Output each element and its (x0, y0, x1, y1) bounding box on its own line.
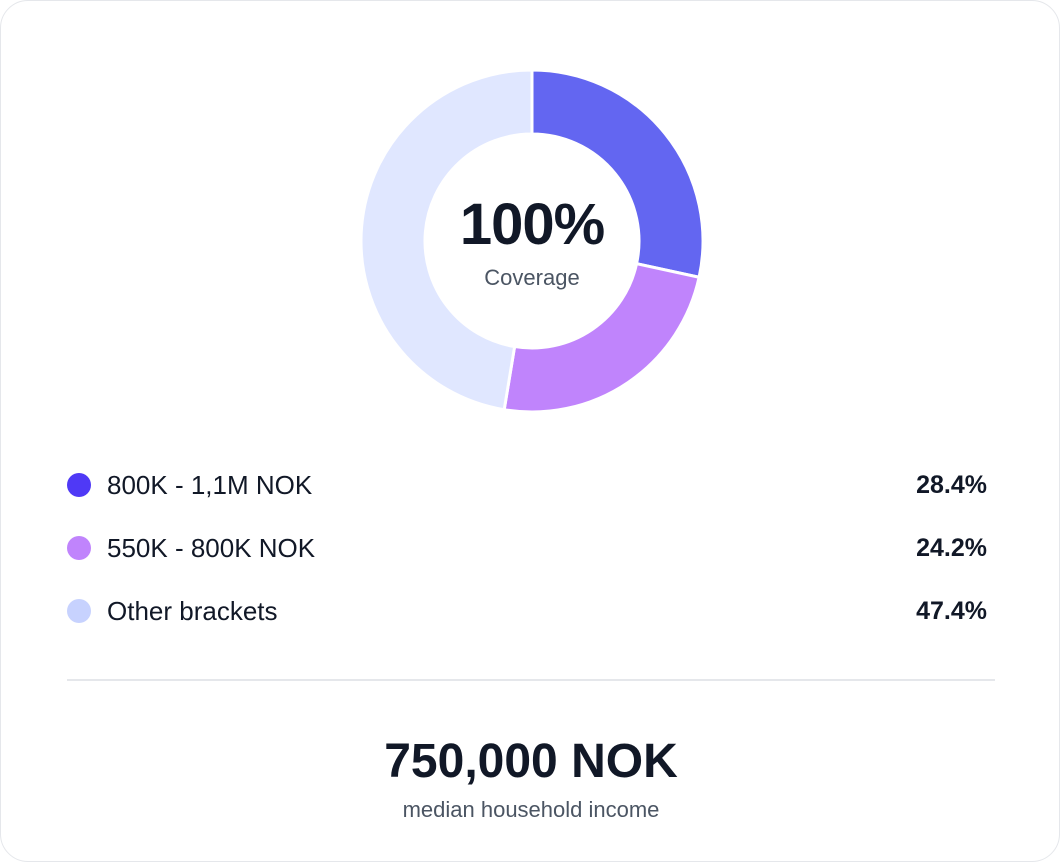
legend-label: Other brackets (107, 596, 278, 626)
coverage-label: Coverage (484, 265, 580, 290)
legend-row-550k: 550K - 800K NOK 24.2% (67, 516, 987, 579)
legend: 800K - 1,1M NOK 28.4% 550K - 800K NOK 24… (67, 453, 987, 642)
coverage-value: 100% (459, 192, 605, 257)
legend-dot-icon (67, 536, 91, 560)
median-income-value: 750,000 NOK (384, 735, 678, 788)
legend-label: 550K - 800K NOK (107, 533, 316, 563)
donut-svg (359, 68, 705, 414)
legend-dot-icon (67, 599, 91, 623)
legend-row-other: Other brackets 47.4% (67, 579, 987, 642)
legend-row-800k: 800K - 1,1M NOK 28.4% (67, 453, 987, 516)
legend-value: 47.4% (916, 597, 987, 625)
legend-dot-icon (67, 473, 91, 497)
donut-slice-2 (359, 68, 534, 412)
legend-label: 800K - 1,1M NOK (107, 470, 313, 500)
legend-value: 24.2% (916, 534, 987, 562)
donut-chart: 100% Coverage (359, 68, 705, 414)
donut-slice-1 (502, 261, 701, 414)
median-income-label: median household income (402, 797, 660, 822)
donut-slice-0 (530, 68, 705, 280)
divider (67, 679, 995, 681)
legend-value: 28.4% (916, 471, 987, 499)
